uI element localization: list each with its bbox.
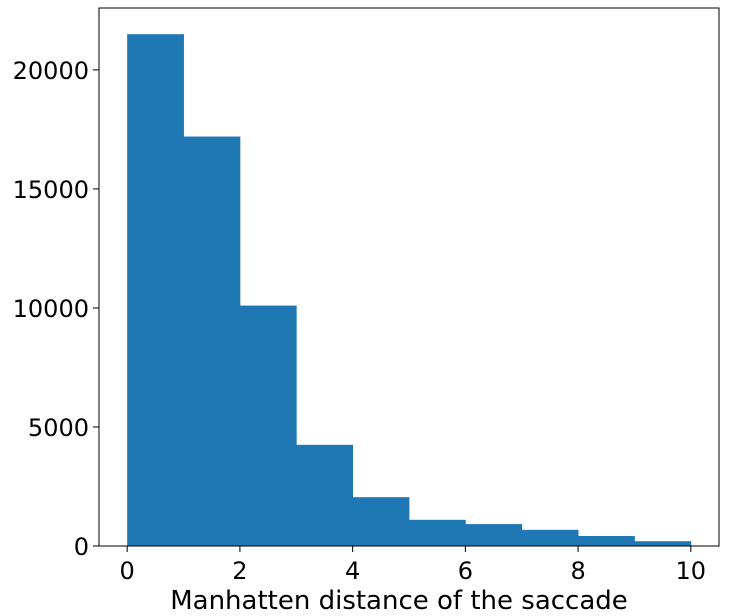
bars (127, 34, 692, 546)
x-tick-label: 0 (120, 557, 135, 585)
x-tick-label: 4 (345, 557, 360, 585)
y-tick-label: 0 (74, 533, 89, 561)
histogram-bar (239, 305, 297, 546)
y-tick-label: 5000 (28, 414, 89, 442)
histogram-bar (634, 541, 692, 546)
x-tick-label: 8 (570, 557, 585, 585)
x-tick-label: 2 (232, 557, 247, 585)
x-axis-label: Manhatten distance of the saccade (170, 586, 628, 616)
histogram-bar (409, 519, 466, 546)
y-tick-label: 20000 (13, 57, 89, 85)
x-tick-label: 6 (458, 557, 473, 585)
histogram-bar (296, 444, 354, 546)
histogram-bar (521, 529, 579, 546)
histogram-bar (352, 497, 410, 546)
histogram-bar (183, 136, 241, 546)
y-axis-ticks: 0 5000 10000 15000 20000 (13, 57, 99, 561)
histogram-bar (578, 536, 635, 546)
y-tick-label: 10000 (13, 295, 89, 323)
histogram-bar (465, 524, 523, 546)
x-axis-ticks: 0 2 4 6 8 10 (120, 546, 707, 585)
y-tick-label: 15000 (13, 176, 89, 204)
x-tick-label: 10 (676, 557, 707, 585)
histogram-bar (127, 34, 184, 546)
plot-frame (98, 7, 720, 547)
